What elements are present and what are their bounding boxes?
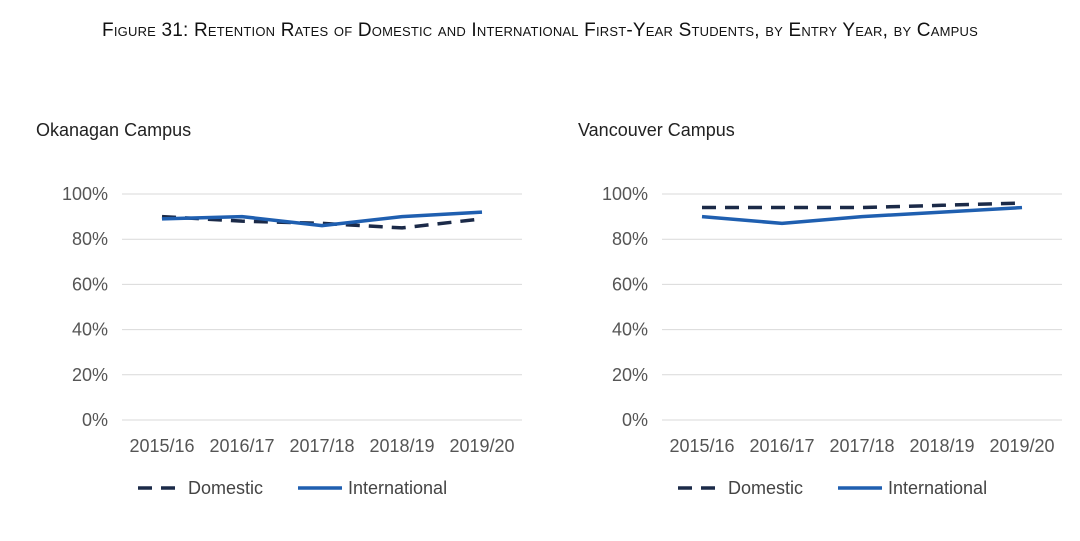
vancouver-x-tick-label: 2018/19 xyxy=(909,436,974,456)
okanagan-x-tick-label: 2018/19 xyxy=(369,436,434,456)
vancouver-chart-title: Vancouver Campus xyxy=(578,120,735,140)
vancouver-y-tick-label: 100% xyxy=(602,184,648,204)
vancouver-y-tick-label: 80% xyxy=(612,229,648,249)
okanagan-y-tick-label: 20% xyxy=(72,365,108,385)
okanagan-y-tick-label: 0% xyxy=(82,410,108,430)
okanagan-y-tick-label: 60% xyxy=(72,274,108,294)
okanagan-x-tick-label: 2015/16 xyxy=(129,436,194,456)
okanagan-chart-panel: Okanagan Campus 0% 20% 40% 60% 80% 100% 2015/1… xyxy=(0,110,530,530)
vancouver-international-line xyxy=(701,205,1023,226)
okanagan-line-chart: 0% 20% 40% 60% 80% 100% 2015/16 2016/17 2017/18 2… xyxy=(62,184,522,498)
vancouver-x-tick-label: 2019/20 xyxy=(989,436,1054,456)
okanagan-international-line xyxy=(161,210,483,228)
okanagan-x-tick-label: 2019/20 xyxy=(449,436,514,456)
figure-title-text: Figure 31: Retention Rates of Domestic a… xyxy=(102,20,978,41)
vancouver-x-tick-label: 2015/16 xyxy=(669,436,734,456)
vancouver-line-chart: 0% 20% 40% 60% 80% 100% 2015/16 2016/17 2017/18 2… xyxy=(602,184,1062,498)
vancouver-y-tick-label: 60% xyxy=(612,274,648,294)
okanagan-legend-label-international: International xyxy=(348,478,447,498)
figure-title: Figure 31: Retention Rates of Domestic a… xyxy=(0,18,1080,44)
okanagan-legend-label-domestic: Domestic xyxy=(188,478,263,498)
vancouver-x-tick-label: 2017/18 xyxy=(829,436,894,456)
okanagan-chart-title: Okanagan Campus xyxy=(36,120,192,140)
vancouver-domestic-line xyxy=(702,201,1023,210)
vancouver-x-tick-label: 2016/17 xyxy=(749,436,814,456)
okanagan-y-tick-label: 40% xyxy=(72,320,108,340)
okanagan-x-tick-label: 2016/17 xyxy=(209,436,274,456)
vancouver-y-tick-label: 0% xyxy=(622,410,648,430)
okanagan-domestic-line xyxy=(161,214,483,230)
vancouver-y-tick-label: 20% xyxy=(612,365,648,385)
vancouver-legend-label-domestic: Domestic xyxy=(728,478,803,498)
okanagan-y-tick-label: 80% xyxy=(72,229,108,249)
okanagan-x-tick-label: 2017/18 xyxy=(289,436,354,456)
vancouver-legend-label-international: International xyxy=(888,478,987,498)
vancouver-y-tick-label: 40% xyxy=(612,320,648,340)
vancouver-chart-panel: Vancouver Campus 0% 20% 40% 60% 80% 100% 2015/… xyxy=(540,110,1070,530)
okanagan-y-tick-label: 100% xyxy=(62,184,108,204)
